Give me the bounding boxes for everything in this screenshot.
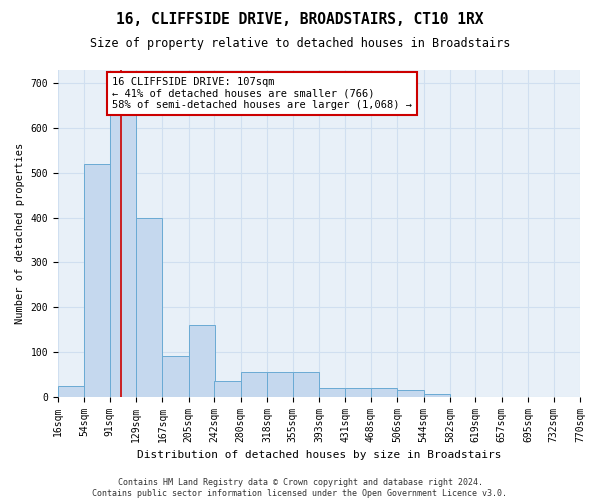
Text: 16 CLIFFSIDE DRIVE: 107sqm
← 41% of detached houses are smaller (766)
58% of sem: 16 CLIFFSIDE DRIVE: 107sqm ← 41% of deta… bbox=[112, 76, 412, 110]
Bar bbox=[136, 218, 163, 396]
Bar bbox=[397, 390, 424, 396]
Bar bbox=[189, 325, 215, 396]
Y-axis label: Number of detached properties: Number of detached properties bbox=[15, 142, 25, 324]
Bar bbox=[424, 394, 450, 396]
Text: Size of property relative to detached houses in Broadstairs: Size of property relative to detached ho… bbox=[90, 38, 510, 51]
Bar bbox=[371, 388, 397, 396]
Text: Contains HM Land Registry data © Crown copyright and database right 2024.
Contai: Contains HM Land Registry data © Crown c… bbox=[92, 478, 508, 498]
Bar bbox=[241, 372, 267, 396]
Bar bbox=[267, 372, 293, 396]
Text: 16, CLIFFSIDE DRIVE, BROADSTAIRS, CT10 1RX: 16, CLIFFSIDE DRIVE, BROADSTAIRS, CT10 1… bbox=[116, 12, 484, 28]
Bar bbox=[110, 106, 136, 397]
Bar bbox=[345, 388, 371, 396]
Bar bbox=[214, 381, 241, 396]
Bar bbox=[293, 372, 319, 396]
Bar bbox=[163, 356, 189, 397]
Bar bbox=[319, 388, 345, 396]
X-axis label: Distribution of detached houses by size in Broadstairs: Distribution of detached houses by size … bbox=[137, 450, 501, 460]
Bar bbox=[58, 386, 84, 396]
Bar bbox=[84, 164, 110, 396]
